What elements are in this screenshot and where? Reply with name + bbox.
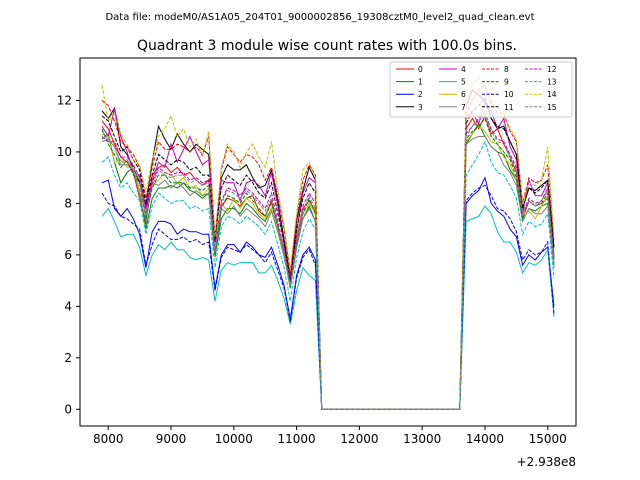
x-axis: 8000 9000 10000 11000 12000 13000 14000 15000	[93, 426, 567, 446]
x-tick-label: 12000	[340, 432, 378, 446]
legend-label-7: 7	[461, 103, 466, 112]
legend-label-10: 10	[504, 90, 514, 99]
y-tick-label: 8	[64, 196, 72, 210]
legend-label-15: 15	[547, 103, 557, 112]
x-tick-label: 8000	[93, 432, 124, 446]
legend-box	[389, 61, 573, 118]
x-tick-label: 13000	[403, 432, 441, 446]
series-line-0	[101, 114, 555, 410]
series-line-12	[101, 112, 555, 410]
series-line-15	[101, 115, 555, 410]
series-line-5	[101, 205, 555, 410]
legend-label-13: 13	[547, 78, 557, 87]
series-line-10	[101, 184, 555, 410]
x-tick-label: 10000	[215, 432, 253, 446]
y-tick-label: 2	[64, 351, 72, 365]
plot-frame	[79, 57, 577, 427]
y-axis: 0 2 4 6 8 10 12	[57, 93, 80, 416]
x-tick-label: 11000	[278, 432, 316, 446]
x-tick-label: 14000	[466, 432, 504, 446]
x-tick-label: 15000	[529, 432, 567, 446]
series-line-6	[101, 125, 555, 410]
y-tick-label: 4	[64, 299, 72, 313]
y-tick-label: 0	[64, 402, 72, 416]
y-tick-label: 12	[57, 93, 72, 107]
legend-label-14: 14	[547, 90, 557, 99]
legend-label-9: 9	[504, 78, 509, 87]
chart-title: Quadrant 3 module wise count rates with …	[137, 38, 517, 54]
plot-lines	[101, 76, 555, 410]
legend-label-12: 12	[547, 65, 557, 74]
y-tick-label: 10	[57, 145, 72, 159]
series-line-1	[101, 122, 555, 410]
legend-label-6: 6	[461, 90, 466, 99]
legend-label-0: 0	[418, 65, 423, 74]
legend-label-2: 2	[418, 90, 423, 99]
legend-label-3: 3	[418, 103, 423, 112]
x-offset-label: +2.938e8	[517, 455, 576, 469]
legend-label-8: 8	[504, 65, 509, 74]
legend-label-11: 11	[504, 103, 514, 112]
y-tick-label: 6	[64, 248, 72, 262]
legend-label-5: 5	[461, 78, 466, 87]
x-tick-label: 9000	[156, 432, 187, 446]
series-line-2	[101, 176, 555, 410]
data-file-label: Data file: modeM0/AS1A05_204T01_90000028…	[105, 12, 534, 23]
series-line-9	[101, 117, 555, 410]
legend-label-4: 4	[461, 65, 466, 74]
legend-label-1: 1	[418, 78, 423, 87]
